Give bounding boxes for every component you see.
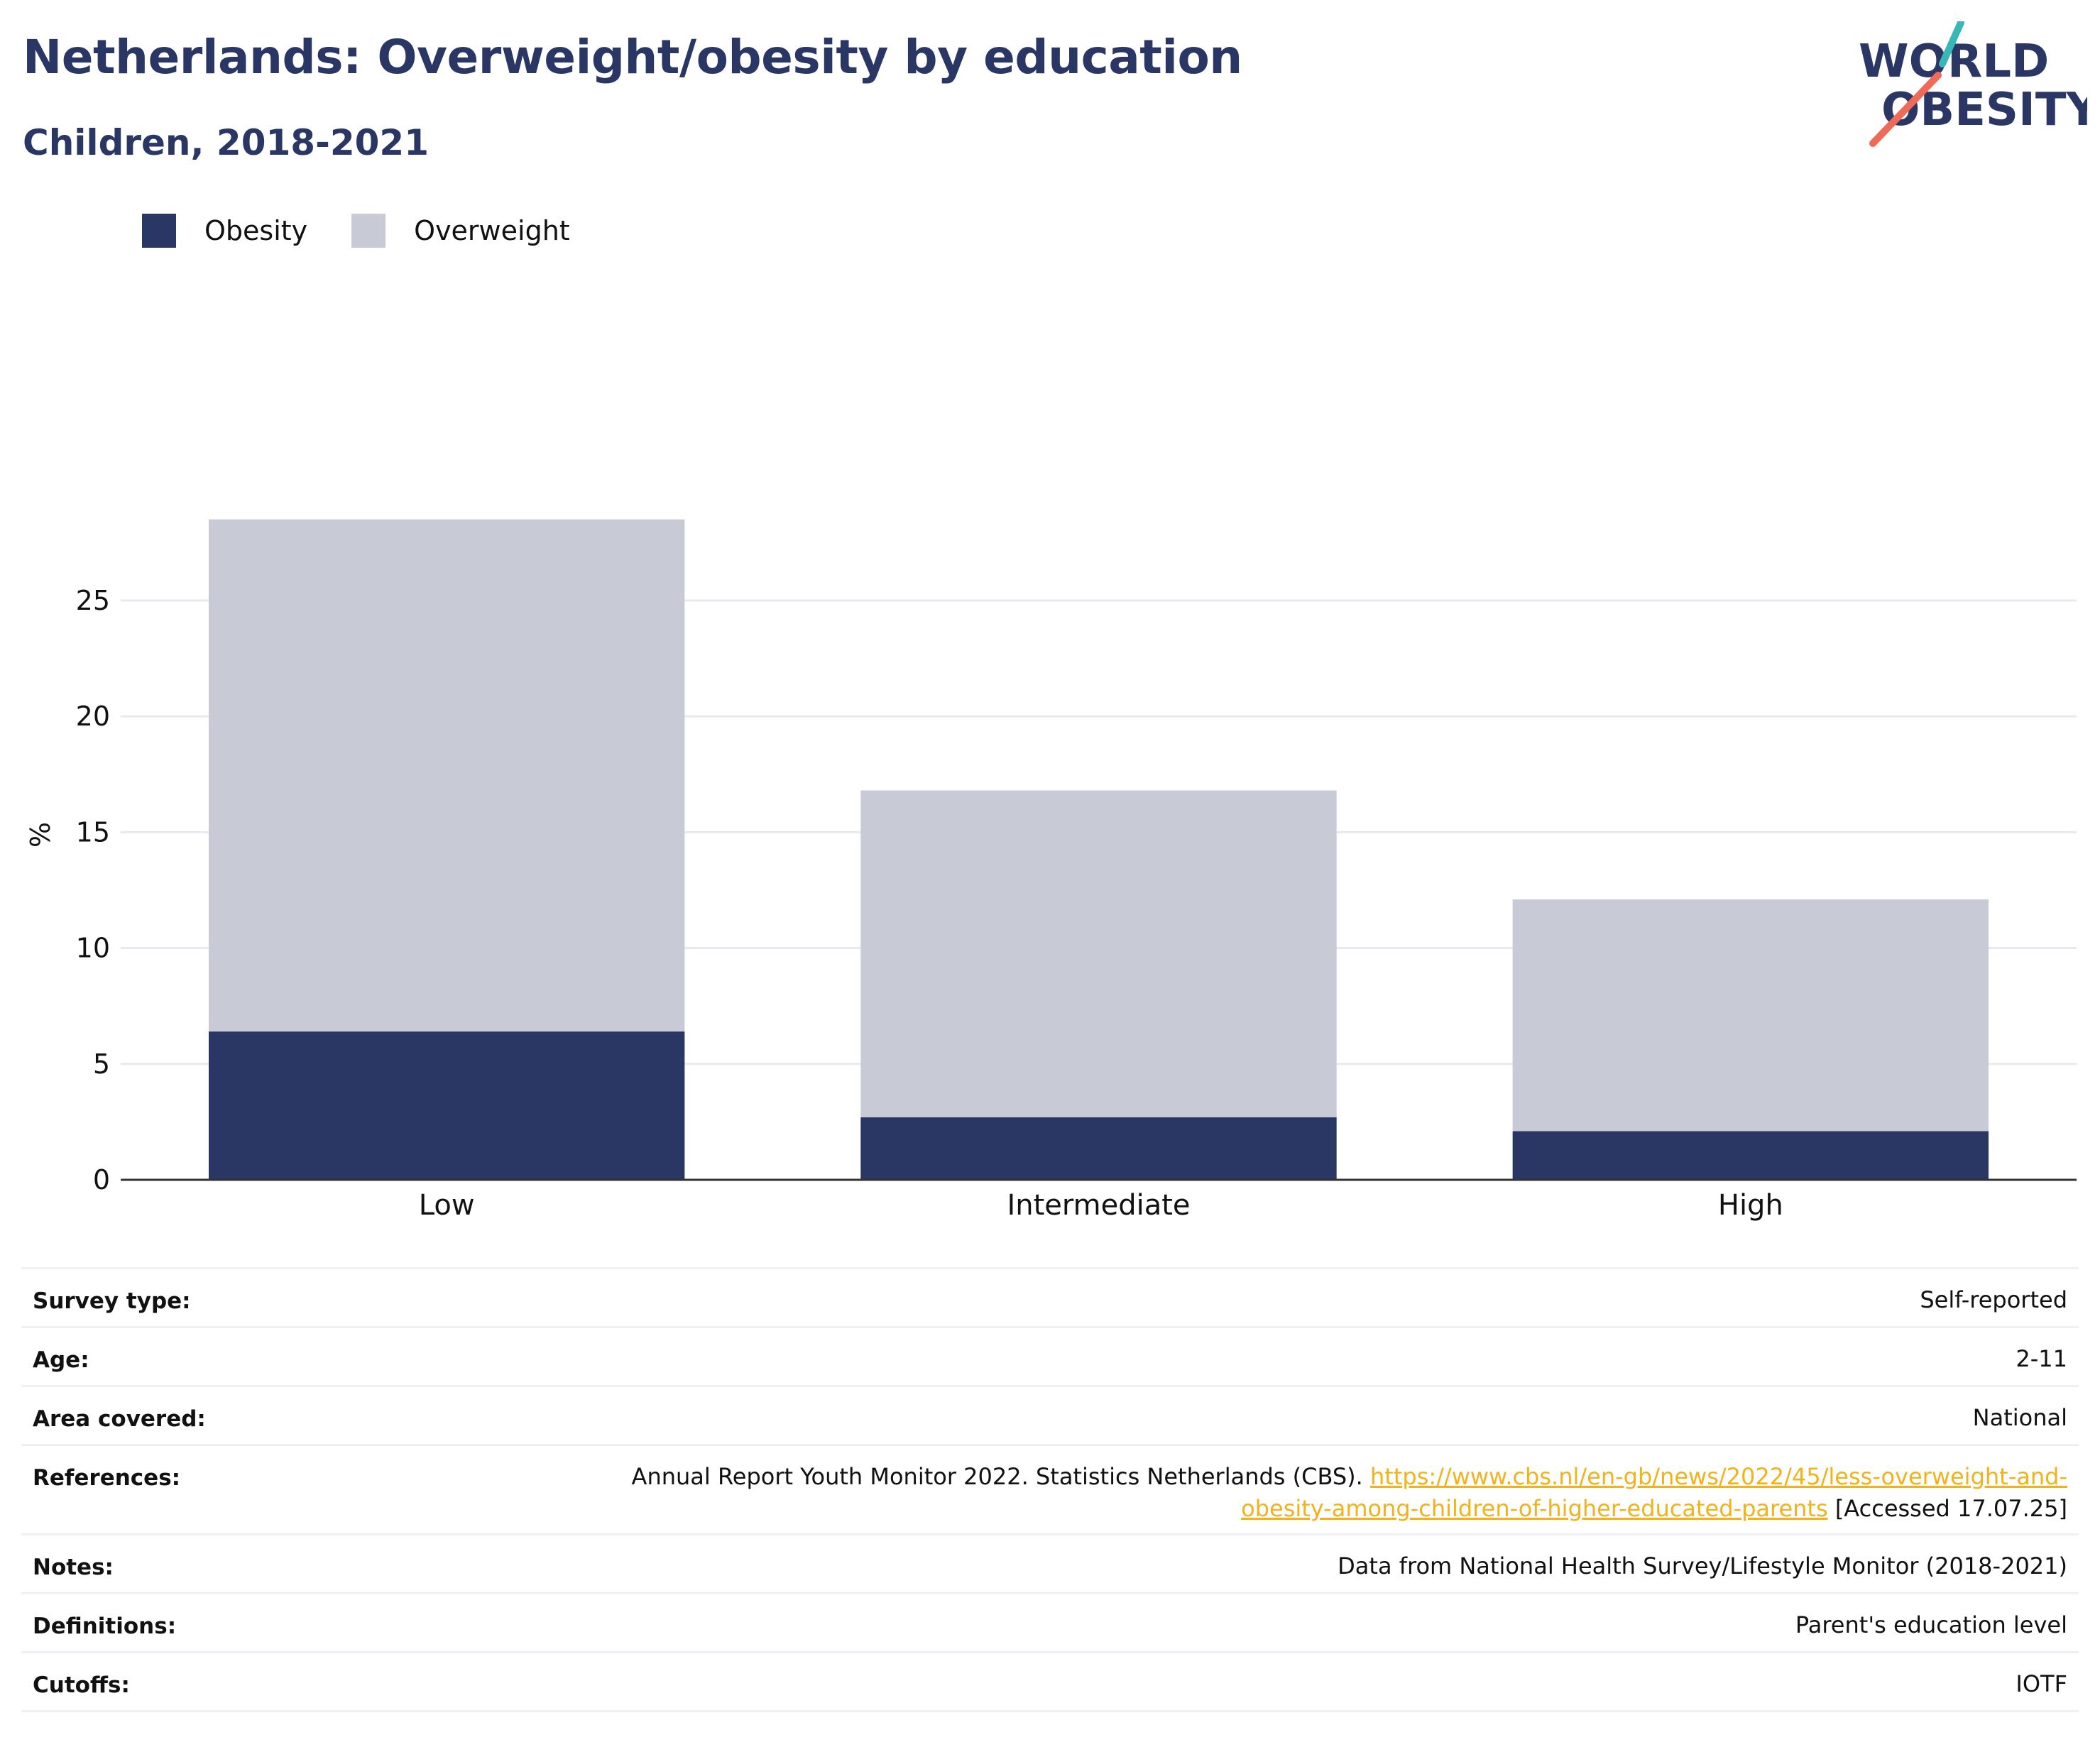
y-tick-label: 15: [76, 816, 110, 848]
x-axis-ticks: Low Intermediate High: [419, 1189, 1783, 1222]
logo-slash-teal: [1939, 21, 1964, 67]
bar-obesity-low[interactable]: [208, 1031, 685, 1180]
y-tick-label: 25: [76, 585, 110, 616]
info-row-notes: Notes: Data from National Health Survey/…: [21, 1533, 2079, 1592]
page-title: Netherlands: Overweight/obesity by educa…: [23, 30, 1242, 84]
x-tick-label: Intermediate: [1007, 1189, 1190, 1222]
info-table-bottom-border: [21, 1710, 2079, 1712]
cutoffs-value: IOTF: [2016, 1670, 2067, 1697]
notes-value: Data from National Health Survey/Lifesty…: [1338, 1552, 2067, 1579]
area-label: Area covered:: [33, 1406, 206, 1432]
legend-label-obesity: Obesity: [204, 215, 308, 246]
y-tick-label: 0: [93, 1164, 110, 1195]
definitions-label: Definitions:: [33, 1614, 177, 1639]
legend-swatch-overweight: [351, 214, 386, 248]
x-tick-label: High: [1718, 1189, 1783, 1222]
info-row-cutoffs: Cutoffs: IOTF: [21, 1651, 2079, 1710]
bar-overweight-intermediate[interactable]: [860, 790, 1337, 1117]
chart-legend: Obesity Overweight: [142, 213, 614, 248]
age-label: Age:: [33, 1347, 89, 1373]
legend-swatch-obesity: [142, 214, 176, 248]
legend-label-overweight: Overweight: [414, 215, 570, 246]
age-value: 2-11: [2016, 1345, 2067, 1372]
y-tick-label: 20: [76, 701, 110, 732]
page-subtitle: Children, 2018-2021: [23, 122, 429, 163]
y-tick-label: 5: [93, 1048, 110, 1080]
y-axis-ticks: 0 5 10 15 20 25: [76, 585, 110, 1195]
references-value: Annual Report Youth Monitor 2022. Statis…: [632, 1461, 2067, 1525]
bar-overweight-low[interactable]: [208, 519, 685, 1032]
metadata-table: Survey type: Self-reported Age: 2-11 Are…: [21, 1267, 2079, 1712]
logo-slash-coral: [1869, 72, 1942, 147]
bar-overweight-high[interactable]: [1512, 899, 1989, 1132]
y-tick-label: 10: [76, 933, 110, 964]
references-text: Annual Report Youth Monitor 2022. Statis…: [631, 1463, 1363, 1490]
world-obesity-logo: WORLD OBESITY: [1859, 21, 2087, 147]
x-tick-label: Low: [419, 1189, 475, 1222]
notes-label: Notes:: [33, 1555, 114, 1580]
info-row-references: References: Annual Report Youth Monitor …: [21, 1444, 2079, 1533]
bar-obesity-intermediate[interactable]: [860, 1117, 1337, 1180]
references-link-part1[interactable]: https://www.cbs.nl/en-gb/news/2022/45/le…: [1370, 1463, 2067, 1490]
area-value: National: [1972, 1404, 2067, 1431]
y-axis-label: %: [25, 822, 56, 848]
info-row-survey-type: Survey type: Self-reported: [21, 1267, 2079, 1326]
cutoffs-label: Cutoffs:: [33, 1672, 130, 1698]
logo-word-obesity: OBESITY: [1881, 84, 2087, 136]
survey-type-label: Survey type:: [33, 1288, 191, 1314]
references-link-part2[interactable]: obesity-among-children-of-higher-educate…: [1241, 1495, 1828, 1522]
bars: [208, 519, 1989, 1180]
definitions-value: Parent's education level: [1795, 1611, 2067, 1638]
bar-chart: 0 5 10 15 20 25 Low Intermediate High %: [25, 519, 2077, 1222]
references-label: References:: [33, 1465, 181, 1491]
bar-obesity-high[interactable]: [1512, 1131, 1989, 1180]
references-accessed: [Accessed 17.07.25]: [1834, 1495, 2067, 1522]
legend-item-obesity[interactable]: Obesity: [142, 214, 307, 248]
info-row-area: Area covered: National: [21, 1385, 2079, 1444]
info-row-definitions: Definitions: Parent's education level: [21, 1592, 2079, 1651]
survey-type-value: Self-reported: [1920, 1286, 2067, 1313]
info-row-age: Age: 2-11: [21, 1326, 2079, 1385]
legend-item-overweight[interactable]: Overweight: [351, 214, 570, 248]
